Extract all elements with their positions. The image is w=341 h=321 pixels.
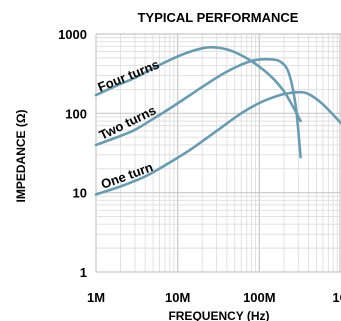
chart-title: TYPICAL PERFORMANCE [138,10,299,25]
series-label: One turn [99,159,155,192]
chart-grid [95,33,341,273]
x-tick-label: 100M [243,290,276,305]
y-tick-label: 10 [73,186,87,201]
y-tick-label: 100 [65,106,87,121]
y-tick-label: 1000 [58,27,87,42]
series-line-two-turns [94,57,302,159]
y-axis-label: IMPEDANCE (Ω) [14,110,28,203]
x-tick-label: 10M [165,290,190,305]
x-tick-label: 1M [87,290,105,305]
y-tick-label: 1 [80,265,87,280]
x-axis-label: FREQUENCY (Hz) [168,309,269,321]
series-line-one-turn [94,90,341,196]
x-tick-label: 1G [332,290,341,305]
chart-curves [94,45,341,196]
series-line-four-turns [94,45,302,123]
